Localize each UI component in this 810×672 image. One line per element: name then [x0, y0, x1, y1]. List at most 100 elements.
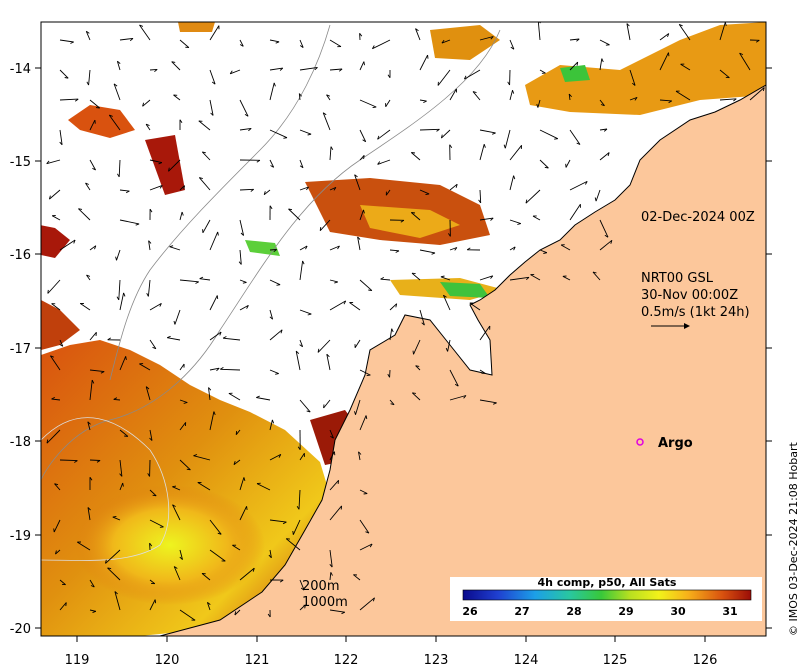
- current-arrow: [479, 325, 491, 341]
- current-arrowhead: [152, 494, 157, 497]
- current-arrowhead: [455, 184, 458, 188]
- sst-patch-nw: [68, 105, 135, 138]
- current-arrow: [209, 295, 218, 311]
- current-arrow: [269, 369, 279, 375]
- current-arrowhead: [282, 521, 287, 525]
- current-arrowhead: [91, 379, 95, 384]
- current-arrow: [595, 189, 601, 202]
- current-arrowhead: [365, 415, 368, 420]
- sst-patch-ne-green: [560, 65, 590, 82]
- colorbar-tick: 30: [670, 605, 686, 618]
- current-arrow: [719, 69, 730, 79]
- current-arrowhead: [240, 232, 244, 236]
- current-arrowhead: [279, 579, 284, 583]
- current-arrowhead: [248, 128, 252, 132]
- current-arrowhead: [167, 335, 171, 339]
- current-arrow: [149, 339, 157, 349]
- current-arrow: [299, 245, 308, 251]
- current-arrow: [659, 52, 669, 71]
- current-arrow: [269, 67, 283, 71]
- current-arrow: [449, 247, 458, 251]
- current-arrow: [329, 505, 342, 521]
- current-arrow: [148, 240, 151, 251]
- current-arrow: [234, 609, 241, 616]
- x-tick-label: 119: [65, 653, 90, 668]
- current-arrow: [105, 549, 121, 564]
- current-arrow: [179, 185, 185, 191]
- y-tick-label: -17: [10, 342, 31, 357]
- argo-float-marker[interactable]: [636, 438, 644, 446]
- current-arrowhead: [337, 245, 340, 250]
- current-arrowhead: [510, 46, 515, 50]
- current-arrowhead: [543, 252, 547, 254]
- current-arrow: [119, 292, 125, 311]
- current-arrow: [209, 331, 222, 341]
- current-arrow: [359, 209, 364, 221]
- current-arrow: [89, 579, 95, 588]
- current-arrowhead: [554, 138, 558, 140]
- current-arrowhead: [51, 396, 55, 400]
- contour-legend-200m: 200m: [302, 579, 339, 594]
- current-arrow: [149, 184, 163, 191]
- current-arrowhead: [667, 33, 670, 38]
- current-arrow: [89, 119, 96, 131]
- current-arrow: [749, 87, 765, 101]
- current-arrowhead: [441, 39, 445, 44]
- current-arrow: [206, 602, 211, 611]
- current-arrowhead: [390, 403, 395, 406]
- current-arrowhead: [538, 22, 541, 24]
- current-arrowhead: [105, 559, 107, 564]
- current-arrow: [269, 129, 288, 139]
- current-arrow: [113, 398, 121, 401]
- current-arrow: [569, 203, 581, 221]
- current-arrowhead: [267, 613, 271, 618]
- current-arrow: [149, 68, 158, 71]
- current-arrow: [509, 39, 515, 50]
- current-arrowhead: [278, 454, 282, 458]
- current-arrowhead: [299, 344, 303, 348]
- current-arrow: [299, 159, 304, 168]
- x-axis: 119 120 121 122 123 124 125 126: [65, 636, 717, 668]
- current-arrow: [108, 114, 121, 131]
- current-arrowhead: [365, 531, 370, 534]
- current-arrowhead: [387, 74, 391, 79]
- current-arrow: [469, 302, 481, 311]
- current-arrowhead: [377, 135, 380, 140]
- current-arrow: [116, 61, 121, 71]
- current-arrow: [89, 609, 96, 612]
- sst-patch-center-warm: [360, 205, 460, 238]
- current-arrowhead: [395, 250, 400, 253]
- current-arrow: [239, 567, 255, 581]
- current-arrow: [415, 28, 421, 41]
- current-arrow: [299, 399, 311, 413]
- current-arrowhead: [626, 23, 630, 27]
- current-arrow: [329, 609, 345, 613]
- current-arrow: [329, 245, 340, 251]
- current-arrowhead: [362, 139, 366, 143]
- current-arrowhead: [86, 81, 90, 86]
- current-arrowhead: [64, 77, 69, 79]
- current-arrowhead: [585, 181, 588, 185]
- current-arrow: [171, 61, 181, 71]
- contour-inner: [41, 417, 170, 561]
- current-arrow: [179, 399, 188, 403]
- current-arrowhead: [395, 303, 398, 308]
- current-arrowhead: [329, 564, 333, 568]
- current-arrowhead: [299, 165, 304, 169]
- current-arrowhead: [317, 348, 320, 353]
- current-arrowhead: [147, 473, 150, 477]
- sst-patch-north: [430, 25, 500, 60]
- current-arrowhead: [568, 93, 572, 98]
- current-arrowhead: [87, 421, 91, 425]
- current-arrowhead: [739, 52, 744, 56]
- current-arrowhead: [341, 611, 345, 615]
- current-arrow: [78, 208, 91, 221]
- current-arrowhead: [256, 159, 261, 163]
- current-arrowhead: [634, 97, 638, 101]
- current-arrow: [509, 145, 522, 161]
- current-arrow: [59, 129, 63, 145]
- current-arrowhead: [271, 419, 275, 424]
- current-arrow: [142, 99, 151, 107]
- current-arrowhead: [183, 185, 186, 190]
- current-arrowhead: [123, 292, 126, 297]
